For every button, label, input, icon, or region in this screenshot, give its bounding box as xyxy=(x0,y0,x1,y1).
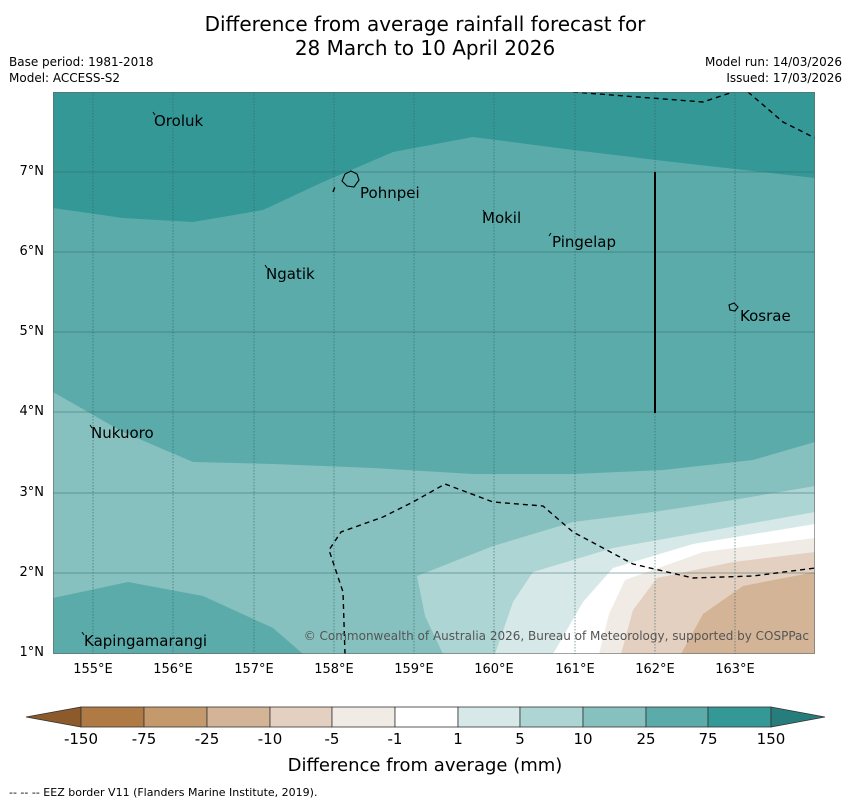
colorbar-swatch-10 xyxy=(645,706,709,728)
place-mokil: Mokil xyxy=(482,209,521,227)
colorbar-extend-high xyxy=(770,706,826,728)
lat-label-3n: 3°N xyxy=(19,485,45,500)
lon-label-158e: 158°E xyxy=(314,662,354,677)
eez-borders xyxy=(328,92,815,654)
pohnpei-island-outline xyxy=(341,170,360,188)
title-line-1: Difference from average rainfall forecas… xyxy=(204,12,646,36)
lat-label-2n: 2°N xyxy=(19,565,45,580)
colorbar-swatch-8 xyxy=(519,706,584,728)
band-minus25 xyxy=(681,572,815,654)
model-name: Model: ACCESS-S2 xyxy=(9,71,121,85)
island-outlines xyxy=(341,170,739,312)
lat-label-7n: 7°N xyxy=(19,164,45,179)
lon-label-159e: 159°E xyxy=(394,662,434,677)
colorbar-label-minus5: -5 xyxy=(324,730,340,748)
place-oroluk: Oroluk xyxy=(154,112,203,130)
place-pohnpei: Pohnpei xyxy=(360,184,420,202)
atoll-marks xyxy=(81,111,552,636)
colorbar-swatch-4 xyxy=(269,706,333,728)
colorbar-swatch-3 xyxy=(206,706,271,728)
colorbar-label-minus75: -75 xyxy=(131,730,157,748)
copyright-notice: © Commonwealth of Australia 2026, Bureau… xyxy=(304,629,809,643)
colorbar-label-minus10: -10 xyxy=(257,730,283,748)
colorbar-label-25: 25 xyxy=(636,730,656,748)
lon-label-161e: 161°E xyxy=(555,662,595,677)
place-pingelap: Pingelap xyxy=(552,233,616,251)
colorbar-swatch-11 xyxy=(707,706,772,728)
colorbar-label-minus150: -150 xyxy=(63,730,99,748)
place-ngatik: Ngatik xyxy=(266,265,315,283)
colorbar-label-75: 75 xyxy=(698,730,718,748)
lat-gridlines xyxy=(53,171,815,574)
meta-right: Model run: 14/03/2026 Issued: 17/03/2026 xyxy=(705,54,842,86)
title-line-2: 28 March to 10 April 2026 xyxy=(294,36,556,60)
kosrae-island-outline xyxy=(728,302,739,312)
eez-border-note: -- -- -- EEZ border V11 (Flanders Marine… xyxy=(9,786,318,799)
colorbar-label-minus25: -25 xyxy=(194,730,220,748)
colorbar-label-5: 5 xyxy=(515,730,525,748)
lat-label-1n: 1°N xyxy=(19,645,45,660)
base-period: Base period: 1981-2018 xyxy=(9,55,154,69)
lon-label-162e: 162°E xyxy=(635,662,675,677)
model-run: Model run: 14/03/2026 xyxy=(704,55,842,69)
band-25-south xyxy=(53,582,303,654)
map-frame xyxy=(53,92,815,654)
meta-left: Base period: 1981-2018 Model: ACCESS-S2 xyxy=(9,54,154,86)
lon-label-160e: 160°E xyxy=(474,662,514,677)
colorbar-title: Difference from average (mm) xyxy=(287,755,563,776)
rainfall-map: Oroluk Pohnpei Mokil Pingelap Ngatik Kos… xyxy=(53,92,815,654)
lon-gridlines xyxy=(92,92,736,654)
map-title: Difference from average rainfall forecas… xyxy=(0,12,850,60)
colorbar xyxy=(25,706,826,728)
colorbar-label-10: 10 xyxy=(573,730,593,748)
lon-label-155e: 155°E xyxy=(73,662,113,677)
place-kapingamarangi: Kapingamarangi xyxy=(84,632,207,650)
lon-label-157e: 157°E xyxy=(234,662,274,677)
colorbar-swatch-5 xyxy=(331,706,396,728)
colorbar-swatch-6 xyxy=(394,706,459,728)
place-kosrae: Kosrae xyxy=(740,307,791,325)
colorbar-swatch-1 xyxy=(80,706,145,728)
colorbar-swatch-7 xyxy=(457,706,521,728)
place-nukuoro: Nukuoro xyxy=(91,424,154,442)
colorbar-swatch-2 xyxy=(143,706,208,728)
colorbar-swatch-9 xyxy=(582,706,647,728)
lat-label-4n: 4°N xyxy=(19,404,45,419)
lat-label-6n: 6°N xyxy=(19,244,45,259)
colorbar-label-1: 1 xyxy=(453,730,463,748)
lat-label-5n: 5°N xyxy=(19,324,45,339)
lon-label-156e: 156°E xyxy=(153,662,193,677)
colorbar-extend-low xyxy=(25,706,82,728)
colorbar-label-minus1: -1 xyxy=(387,730,403,748)
issued-date: Issued: 17/03/2026 xyxy=(726,71,842,85)
colorbar-label-150: 150 xyxy=(756,730,786,748)
lon-label-163e: 163°E xyxy=(715,662,755,677)
